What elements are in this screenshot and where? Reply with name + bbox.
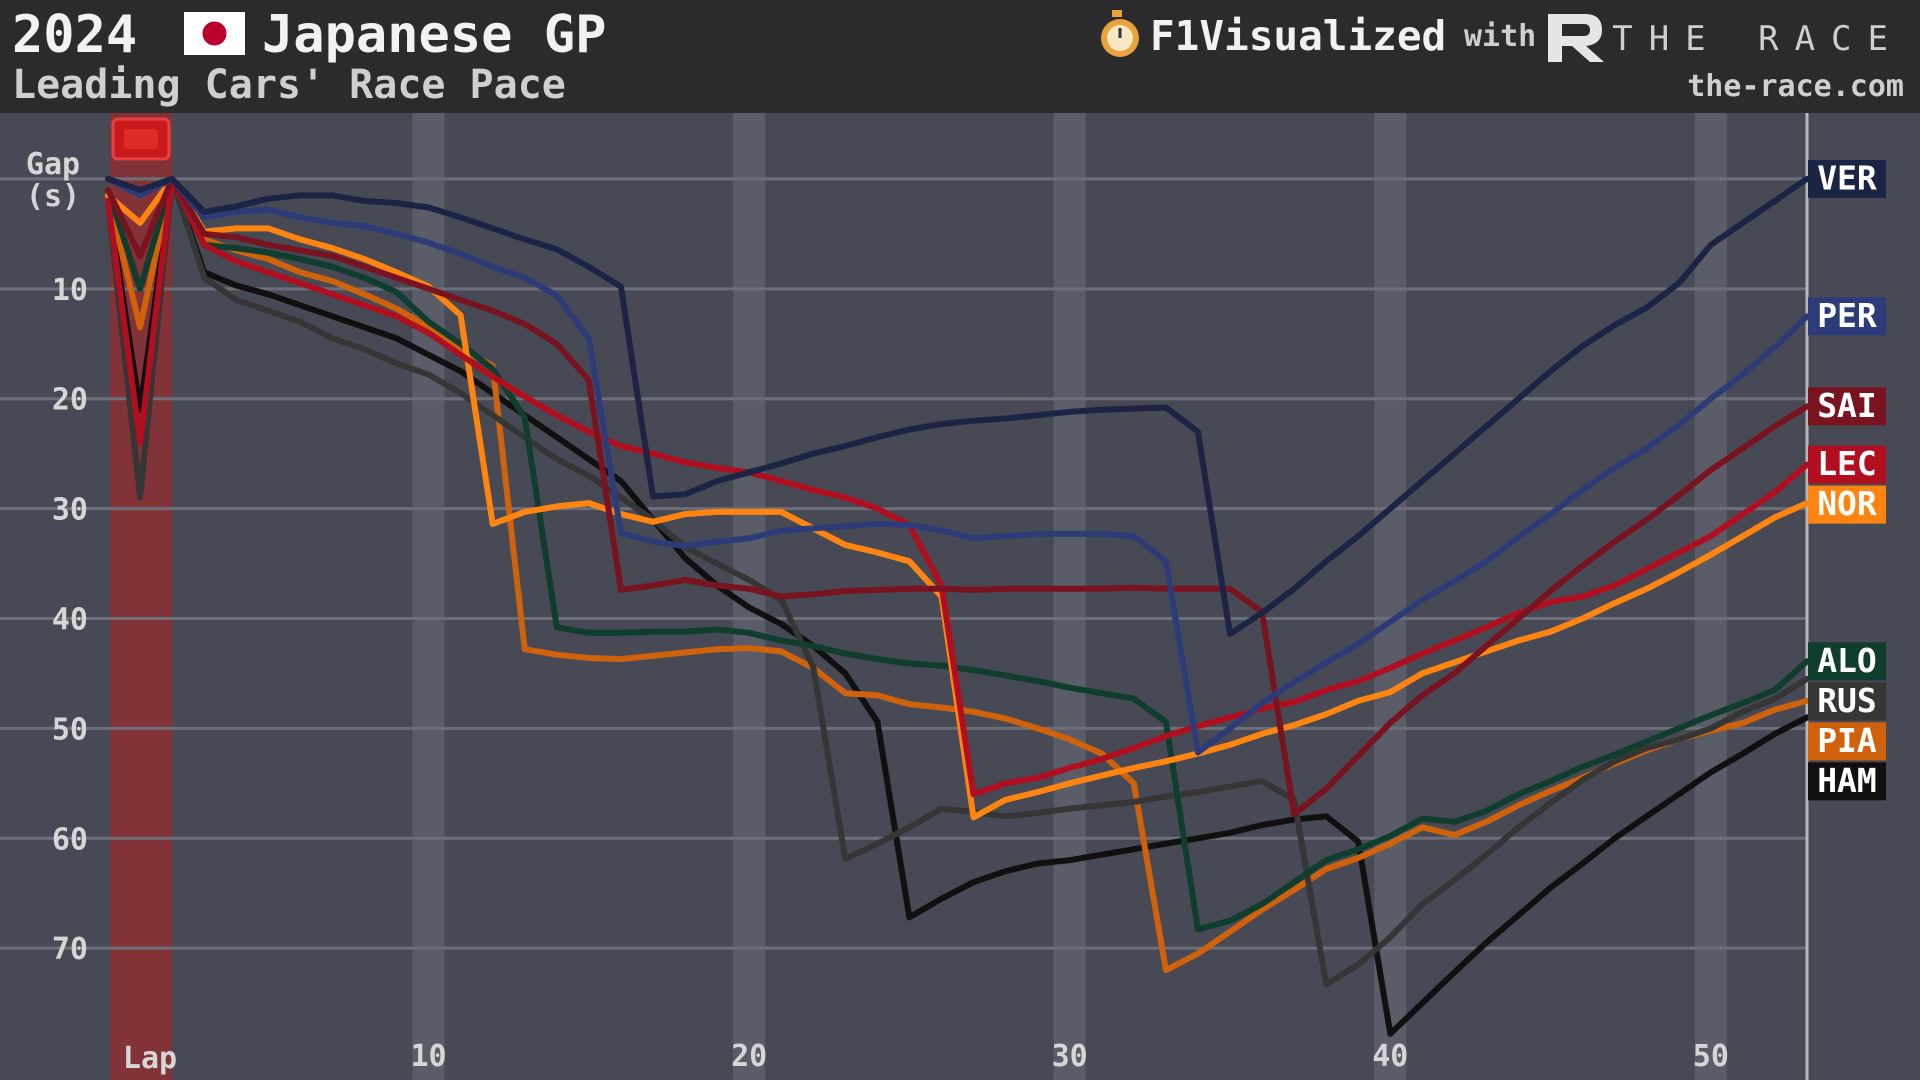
flag-sun [202, 21, 227, 46]
y-tick-label: 30 [52, 493, 88, 528]
chart-subtitle: Leading Cars' Race Pace [12, 62, 566, 108]
series-label: NOR [1817, 484, 1877, 523]
series-label-box [1808, 297, 1886, 336]
plot-background [0, 113, 1920, 1080]
stopwatch-icon [1101, 10, 1139, 57]
y-tick-label: 10 [52, 273, 88, 308]
series-label-box [1808, 682, 1886, 721]
series-label-box [1808, 387, 1886, 426]
series-label: PER [1817, 296, 1877, 335]
y-tick-label: 50 [52, 712, 88, 747]
red-flag-inner [124, 129, 158, 149]
x-tick-label: 10 [411, 1039, 447, 1074]
x-tick-label: 40 [1372, 1039, 1408, 1074]
brand-with: with [1464, 19, 1536, 54]
series-line [105, 175, 1810, 988]
y-tick-label: 60 [52, 822, 88, 857]
series-line [105, 175, 1810, 818]
x-grid-band [733, 113, 766, 1080]
series-line [105, 175, 1810, 1037]
series-line [105, 175, 1810, 756]
brand-name: F1Visualized [1150, 12, 1446, 60]
brand-partner: THE RACE [1612, 19, 1904, 59]
series-label-box [1808, 159, 1886, 198]
series-label: VER [1817, 158, 1877, 197]
plot-area: 10 20 30 40 50 Lap Gap (s) 10 20 30 40 50 60 70 VER PER S… [0, 113, 1886, 1080]
x-grid-band [1694, 113, 1727, 1080]
x-axis-label: Lap [123, 1041, 177, 1076]
x-grid-band [1374, 113, 1407, 1080]
x-grid-band [412, 113, 445, 1080]
y-tick-label: 40 [52, 602, 88, 637]
chart-title: Japanese GP [262, 5, 606, 65]
series-label-box [1808, 762, 1886, 801]
series-line [105, 175, 1810, 933]
y-tick-label: 20 [52, 383, 88, 418]
series-label: HAM [1817, 761, 1877, 800]
season: 2024 [12, 5, 137, 65]
x-tick-label: 30 [1052, 1039, 1088, 1074]
series-label: SAI [1817, 386, 1877, 425]
brand-url: the-race.com [1687, 69, 1904, 104]
series-label: ALO [1817, 641, 1877, 680]
partner-logo [1548, 14, 1604, 62]
x-grid-band [1053, 113, 1086, 1080]
y-tick-label: Gap (s) [26, 147, 80, 214]
x-tick-label: 20 [731, 1039, 767, 1074]
x-tick-label: 50 [1693, 1039, 1729, 1074]
stopwatch-crown [1112, 10, 1122, 17]
series-label-box [1808, 642, 1886, 681]
series-label-box [1808, 445, 1886, 484]
y-tick-label: 70 [52, 932, 88, 967]
series-label: LEC [1817, 444, 1877, 483]
series-label: RUS [1817, 681, 1877, 720]
series-label-box [1808, 485, 1886, 524]
header-background [0, 0, 1920, 113]
series-label-box [1808, 722, 1886, 761]
series-line [105, 175, 1810, 637]
series-label: PIA [1817, 721, 1877, 760]
